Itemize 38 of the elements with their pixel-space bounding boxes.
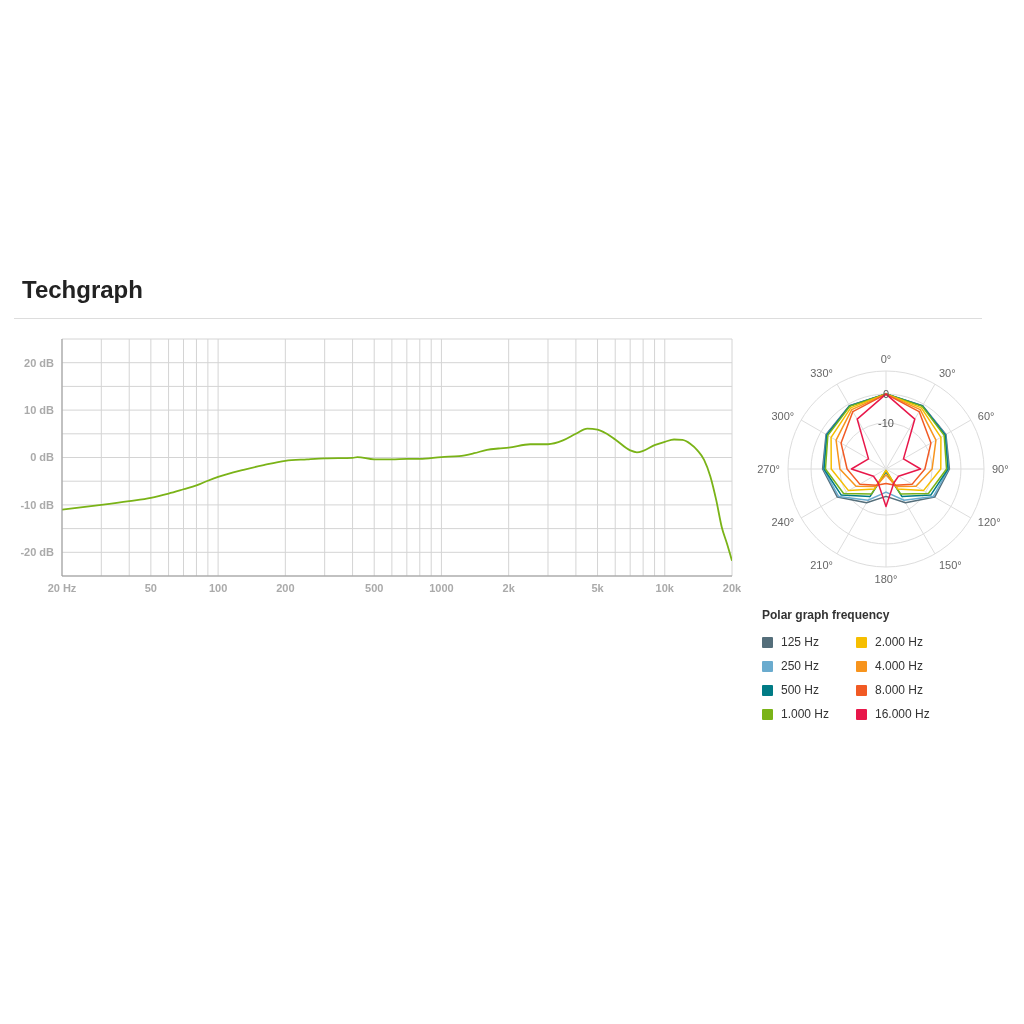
spoke-label: 0° bbox=[880, 353, 892, 365]
x-tick-label: 1000 bbox=[429, 581, 454, 594]
legend-label: 8.000 Hz bbox=[875, 683, 924, 697]
x-tick-label: 100 bbox=[208, 581, 228, 594]
spoke-label: 240° bbox=[771, 515, 795, 528]
x-tick-label: 50 bbox=[144, 581, 157, 594]
legend-label: 2.000 Hz bbox=[875, 635, 924, 649]
chart-title: Techgraph bbox=[22, 276, 144, 304]
spoke-label: 300° bbox=[771, 409, 795, 422]
y-tick-label: 20 dB bbox=[24, 356, 55, 369]
x-tick-label: 5k bbox=[591, 581, 605, 594]
spoke-label: 90° bbox=[992, 462, 1009, 475]
spoke-label: 150° bbox=[939, 558, 962, 571]
spoke-label: 120° bbox=[977, 515, 1001, 528]
legend-label: 16.000 Hz bbox=[875, 707, 930, 721]
legend-title: Polar graph frequency bbox=[762, 608, 891, 622]
spoke-label: 30° bbox=[939, 367, 956, 380]
y-tick-label: -10 bbox=[877, 416, 895, 429]
y-tick-label: 10 dB bbox=[24, 404, 55, 417]
x-tick-label: 10k bbox=[655, 581, 675, 594]
legend-label: 125 Hz bbox=[781, 635, 820, 649]
x-tick-label: 2k bbox=[502, 581, 516, 594]
x-tick-label: 500 bbox=[365, 581, 384, 594]
x-tick-label: 20 Hz bbox=[47, 581, 77, 594]
legend-label: 250 Hz bbox=[781, 659, 820, 673]
legend-label: 1.000 Hz bbox=[781, 707, 830, 721]
spoke-label: 210° bbox=[810, 558, 833, 571]
spoke-label: 330° bbox=[810, 367, 833, 380]
x-tick-label: 20k bbox=[722, 581, 743, 594]
x-tick-label: 200 bbox=[276, 581, 295, 594]
spoke-label: 60° bbox=[977, 409, 995, 422]
spoke-label: 180° bbox=[874, 572, 898, 585]
y-tick-label: -20 dB bbox=[20, 546, 55, 559]
legend-label: 500 Hz bbox=[781, 683, 820, 697]
spoke-label: 270° bbox=[757, 462, 780, 475]
y-tick-label: 0 dB bbox=[30, 451, 55, 464]
legend-label: 4.000 Hz bbox=[875, 659, 924, 673]
y-tick-label: -10 dB bbox=[20, 498, 55, 511]
